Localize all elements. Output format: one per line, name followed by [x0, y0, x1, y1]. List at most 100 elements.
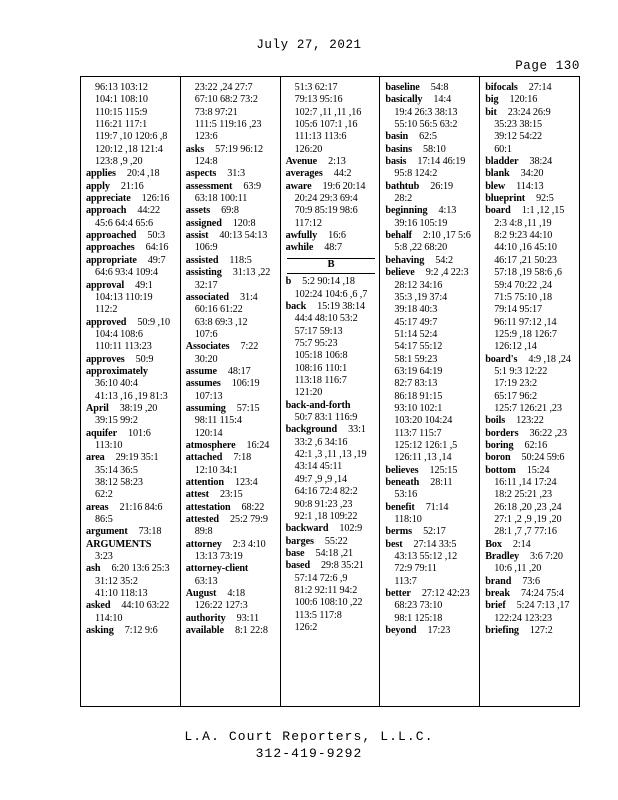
index-entry: attested 25:2 79:9: [186, 514, 277, 526]
entry-page-line-refs: 75:7 95:23: [294, 338, 338, 350]
entry-headword: approximately: [86, 365, 148, 377]
entry-page-line-refs: 111:13 113:6: [294, 131, 347, 143]
entry-page-line-refs: 70:9 85:19 98:6: [294, 205, 358, 217]
index-entry-continuation: 123:6: [186, 131, 277, 143]
entry-page-line-refs: 36:22 ,23: [529, 427, 568, 439]
letter-section-divider: B: [286, 257, 377, 275]
entry-page-line-refs: 60:1: [494, 143, 512, 155]
index-entry: aquifer 101:6: [86, 428, 177, 440]
index-entry: approval 49:1: [86, 280, 177, 292]
entry-page-line-refs: 36:10 40:4: [95, 378, 138, 390]
entry-page-line-refs: 1:1 ,12 ,15: [521, 205, 565, 217]
entry-page-line-refs: 4:18: [227, 588, 246, 600]
index-entry-continuation: 70:9 85:19 98:6: [286, 205, 377, 217]
entry-page-line-refs: 89:8: [194, 526, 213, 538]
index-entry: ARGUMENTS: [86, 539, 177, 551]
index-entry: base 54:18 ,21: [286, 548, 377, 560]
index-entry-continuation: 51:14 52:4: [385, 329, 476, 341]
entry-page-line-refs: 126:11 ,13 ,14: [394, 452, 452, 464]
index-entry-continuation: 32:17: [186, 280, 277, 292]
entry-page-line-refs: 31:12 35:2: [95, 575, 138, 587]
entry-page-line-refs: 113:7: [394, 575, 417, 587]
index-entry-continuation: 126:20: [286, 144, 377, 156]
entry-page-line-refs: 120:16: [509, 94, 538, 106]
index-entry-continuation: 30:20: [186, 354, 277, 366]
entry-page-line-refs: 50:9: [135, 353, 154, 365]
index-entry-continuation: 113:10: [86, 440, 177, 452]
entry-page-line-refs: 2:13: [328, 156, 346, 168]
entry-headword: April: [86, 402, 109, 414]
index-entry-continuation: 71:5 75:10 ,18: [485, 292, 576, 304]
entry-page-line-refs: 104:13 110:19: [95, 291, 153, 303]
index-entry: basins 58:10: [385, 144, 476, 156]
entry-headword: back: [285, 301, 307, 312]
entry-headword: beyond: [385, 625, 417, 637]
entry-page-line-refs: 33:1: [348, 424, 366, 436]
index-entry-continuation: 39:16 105:19: [385, 218, 476, 230]
index-entry-continuation: 58:1 59:23: [385, 354, 476, 366]
entry-page-line-refs: 92:1 ,18 109:22: [294, 510, 358, 522]
entry-headword: believes: [385, 464, 419, 476]
entry-page-line-refs: 64:16 72:4 82:2: [294, 486, 358, 498]
entry-page-line-refs: 13:13 73:19: [194, 551, 243, 563]
entry-page-line-refs: 68:23 73:10: [394, 600, 443, 612]
entry-page-line-refs: 116:21 117:1: [95, 119, 148, 131]
index-entry-continuation: 49:7 ,9 ,9 ,14: [286, 474, 377, 486]
index-entry: available 8:1 22:8: [186, 625, 277, 637]
index-entry-continuation: 19:4 26:3 38:13: [385, 107, 476, 119]
index-entry-continuation: 62:2: [86, 489, 177, 501]
entry-page-line-refs: 58:10: [422, 143, 446, 155]
index-entry: boron 50:24 59:6: [485, 452, 576, 464]
index-entry: approved 50:9 ,10: [86, 317, 177, 329]
entry-page-line-refs: 31:3: [227, 168, 245, 180]
entry-page-line-refs: 71:5 75:10 ,18: [494, 291, 552, 303]
entry-page-line-refs: 28:2: [394, 193, 413, 205]
entry-page-line-refs: 54:2: [435, 254, 453, 266]
index-entry: better 27:12 42:23: [385, 588, 476, 600]
index-entry-continuation: 82:7 83:13: [385, 378, 476, 390]
index-entry: basically 14:4: [385, 94, 476, 106]
index-entry-continuation: 116:21 117:1: [86, 119, 177, 131]
index-entry-continuation: 103:20 104:24: [385, 415, 476, 427]
index-entry-continuation: 105:18 106:8: [286, 350, 377, 362]
entry-page-line-refs: 63:9: [243, 180, 262, 192]
index-entry-continuation: 45:17 49:7: [385, 317, 476, 329]
index-entry: barges 55:22: [286, 536, 377, 548]
entry-headword: Bradley: [485, 551, 520, 563]
index-entry-continuation: 57:14 72:6 ,9: [286, 573, 377, 585]
index-entry-continuation: 95:8 124:2: [385, 168, 476, 180]
entry-page-line-refs: 23:15: [219, 489, 243, 501]
index-entry-continuation: 23:22 ,24 27:7: [186, 82, 277, 94]
entry-headword: b: [285, 276, 292, 288]
entry-headword: briefing: [485, 625, 519, 637]
index-entry-continuation: 98:11 115:4: [186, 415, 277, 427]
index-entry-continuation: 79:13 95:16: [286, 94, 377, 106]
entry-page-line-refs: 46:17 ,21 50:23: [494, 254, 557, 266]
entry-headword: backward: [285, 523, 329, 535]
entry-page-line-refs: 35:14 36:5: [95, 464, 138, 476]
entry-page-line-refs: 5:24 7:13 ,17: [516, 600, 570, 612]
index-entry: back-and-forth: [286, 400, 377, 412]
entry-page-line-refs: 57:17 59:13: [294, 325, 343, 337]
divider-rule-top: [286, 257, 376, 259]
entry-headword: blank: [485, 168, 510, 180]
entry-page-line-refs: 27:14: [528, 82, 552, 93]
index-entry-continuation: 113:5 117:8: [286, 610, 377, 622]
entry-headword: big: [485, 94, 499, 106]
index-entry: behalf 2:10 ,17 5:6: [385, 230, 476, 242]
index-entry: authority 93:11: [186, 613, 277, 625]
index-entry: attention 123:4: [186, 477, 277, 489]
entry-headword: behaving: [385, 254, 425, 266]
footer: L.A. Court Reporters, L.L.C. 312-419-929…: [0, 728, 618, 762]
entry-page-line-refs: 23:24 26:9: [507, 106, 551, 118]
entry-page-line-refs: 53:16: [394, 489, 418, 501]
entry-page-line-refs: 108:16 110:1: [294, 362, 348, 374]
entry-page-line-refs: 5:2 90:14 ,18: [302, 276, 355, 288]
index-entry: Box 2:14: [485, 539, 576, 551]
entry-page-line-refs: 126:2: [294, 621, 318, 633]
entry-page-line-refs: 20:4 ,18: [126, 168, 160, 180]
index-entry-continuation: 125:7 126:21 ,23: [485, 403, 576, 415]
entry-page-line-refs: 96:11 97:12 ,14: [494, 316, 557, 328]
entry-page-line-refs: 39:15 99:2: [95, 415, 138, 427]
index-entry-continuation: 12:10 34:1: [186, 465, 277, 477]
